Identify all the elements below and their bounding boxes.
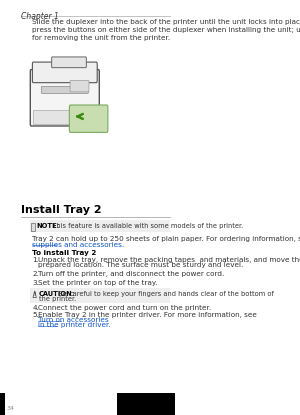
FancyBboxPatch shape <box>30 70 99 126</box>
Text: 4.: 4. <box>32 305 39 311</box>
Text: 1.: 1. <box>32 257 39 263</box>
FancyBboxPatch shape <box>32 223 35 231</box>
FancyBboxPatch shape <box>41 86 88 93</box>
Text: 34: 34 <box>7 406 15 411</box>
Text: Turn off the printer, and disconnect the power cord.: Turn off the printer, and disconnect the… <box>38 271 224 277</box>
Text: Tray 2 can hold up to 250 sheets of plain paper. For ordering information, see H: Tray 2 can hold up to 250 sheets of plai… <box>32 236 300 242</box>
Text: This feature is available with some models of the printer.: This feature is available with some mode… <box>48 223 243 229</box>
FancyBboxPatch shape <box>33 110 97 124</box>
FancyBboxPatch shape <box>69 105 108 132</box>
Text: !: ! <box>34 292 36 297</box>
FancyBboxPatch shape <box>52 57 86 68</box>
Bar <box>0 393 5 415</box>
FancyBboxPatch shape <box>30 220 170 232</box>
FancyBboxPatch shape <box>70 81 89 92</box>
Text: 5.: 5. <box>32 312 39 317</box>
Text: Unpack the tray, remove the packing tapes  and materials, and move the tray to t: Unpack the tray, remove the packing tape… <box>38 257 300 263</box>
Text: Slide the duplexer into the back of the printer until the unit locks into place.: Slide the duplexer into the back of the … <box>32 19 300 41</box>
Polygon shape <box>33 291 36 298</box>
Text: Enable Tray 2 in the printer driver. For more information, see: Enable Tray 2 in the printer driver. For… <box>38 312 259 317</box>
Bar <box>117 393 175 415</box>
Text: Connect the power cord and turn on the printer.: Connect the power cord and turn on the p… <box>38 305 211 311</box>
Text: Chapter 1: Chapter 1 <box>21 12 59 21</box>
Text: prepared location. The surface must be sturdy and level.: prepared location. The surface must be s… <box>38 262 243 268</box>
Text: in the printer driver.: in the printer driver. <box>38 322 111 328</box>
Text: Turn on accessories: Turn on accessories <box>38 317 109 323</box>
FancyBboxPatch shape <box>32 62 97 83</box>
FancyBboxPatch shape <box>30 288 170 303</box>
Text: Be careful to keep your fingers and hands clear of the bottom of: Be careful to keep your fingers and hand… <box>54 291 274 297</box>
Text: NOTE:: NOTE: <box>36 223 59 229</box>
Text: To install Tray 2: To install Tray 2 <box>32 250 96 256</box>
Text: CAUTION:: CAUTION: <box>38 291 75 297</box>
Text: Install Tray 2: Install Tray 2 <box>21 205 102 215</box>
Text: 2.: 2. <box>32 271 39 277</box>
Text: the printer.: the printer. <box>38 296 76 302</box>
Text: 3.: 3. <box>32 280 39 286</box>
Text: Set the printer on top of the tray.: Set the printer on top of the tray. <box>38 280 158 286</box>
Text: supplies and accessories.: supplies and accessories. <box>32 242 124 247</box>
